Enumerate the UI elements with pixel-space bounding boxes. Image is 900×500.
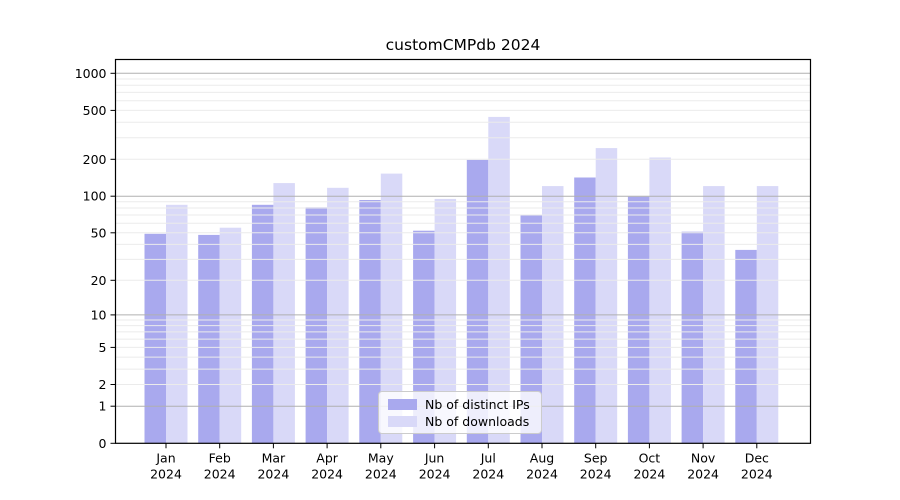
y-tick-label: 5 [99, 340, 107, 355]
y-tick-label: 100 [83, 189, 107, 204]
bar-sep-ips [574, 177, 596, 444]
x-tick-label-year: 2024 [741, 466, 773, 481]
bar-jun-ips [413, 230, 435, 444]
y-tick-label: 1000 [75, 66, 107, 81]
bar-nov-ips [681, 231, 704, 444]
legend-swatch-downloads [388, 416, 417, 427]
bar-sep-downloads [595, 148, 618, 444]
bar-feb-downloads [219, 227, 242, 444]
bar-jun-downloads [434, 198, 457, 444]
bar-apr-downloads [327, 187, 349, 444]
x-tick-label-month: Dec [745, 450, 769, 465]
x-tick-label-month: Aug [530, 450, 554, 465]
y-tick-label: 10 [91, 307, 107, 322]
x-tick-label-year: 2024 [633, 466, 665, 481]
y-tick-label: 0 [99, 436, 107, 451]
x-tick-label-year: 2024 [311, 466, 343, 481]
y-tick-label: 1 [99, 399, 107, 414]
x-tick-label-month: Jun [424, 450, 445, 465]
x-tick-label-year: 2024 [526, 466, 558, 481]
x-tick-label-month: Feb [209, 450, 231, 465]
x-tick-label-year: 2024 [365, 466, 397, 481]
bar-jul-ips [466, 159, 489, 444]
bar-oct-downloads [649, 157, 671, 444]
y-tick-label: 20 [91, 273, 107, 288]
bars-group [144, 116, 779, 444]
legend-label-downloads: Nb of downloads [425, 414, 530, 429]
x-tick-label-month: Jan [155, 450, 175, 465]
x-tick-label-month: May [368, 450, 394, 465]
x-tick-label-month: Sep [584, 450, 608, 465]
x-tick-label-year: 2024 [419, 466, 451, 481]
legend-item-distinct-ips: Nb of distinct IPs [388, 396, 541, 413]
y-tick-label: 500 [83, 103, 107, 118]
bar-may-downloads [380, 173, 403, 444]
x-tick-label-year: 2024 [580, 466, 612, 481]
x-tick-label-year: 2024 [472, 466, 504, 481]
legend: Nb of distinct IPs Nb of downloads [378, 391, 542, 434]
x-tick-label-month: Oct [639, 450, 661, 465]
legend-swatch-distinct-ips [388, 399, 417, 410]
bar-jan-ips [144, 233, 166, 444]
legend-label-distinct-ips: Nb of distinct IPs [425, 397, 530, 412]
chart-title: customCMPdb 2024 [385, 36, 541, 54]
y-tick-label: 2 [99, 377, 107, 392]
legend-item-downloads: Nb of downloads [388, 413, 541, 430]
y-tick-label: 50 [91, 225, 107, 240]
bar-may-ips [359, 200, 381, 444]
x-tick-label-year: 2024 [257, 466, 289, 481]
x-axis: Jan2024Feb2024Mar2024Apr2024May2024Jun20… [150, 443, 773, 481]
x-tick-label-month: Mar [262, 450, 286, 465]
x-tick-label-year: 2024 [687, 466, 719, 481]
bar-aug-ips [520, 215, 542, 444]
bar-mar-downloads [273, 183, 295, 444]
x-tick-label-year: 2024 [150, 466, 182, 481]
minor-gridlines [115, 78, 811, 385]
x-tick-label-month: Apr [316, 450, 338, 465]
y-tick-label: 200 [83, 152, 107, 167]
bar-jan-downloads [166, 204, 188, 444]
bar-mar-ips [251, 204, 274, 444]
x-tick-label-month: Jul [480, 450, 496, 465]
y-axis: 0 1 2 5 10 20 50 100 200 500 1000 [75, 66, 116, 451]
plot-border [114, 58, 812, 444]
bar-dec-ips [735, 249, 757, 444]
x-tick-label-month: Nov [691, 450, 716, 465]
x-tick-label-year: 2024 [204, 466, 236, 481]
